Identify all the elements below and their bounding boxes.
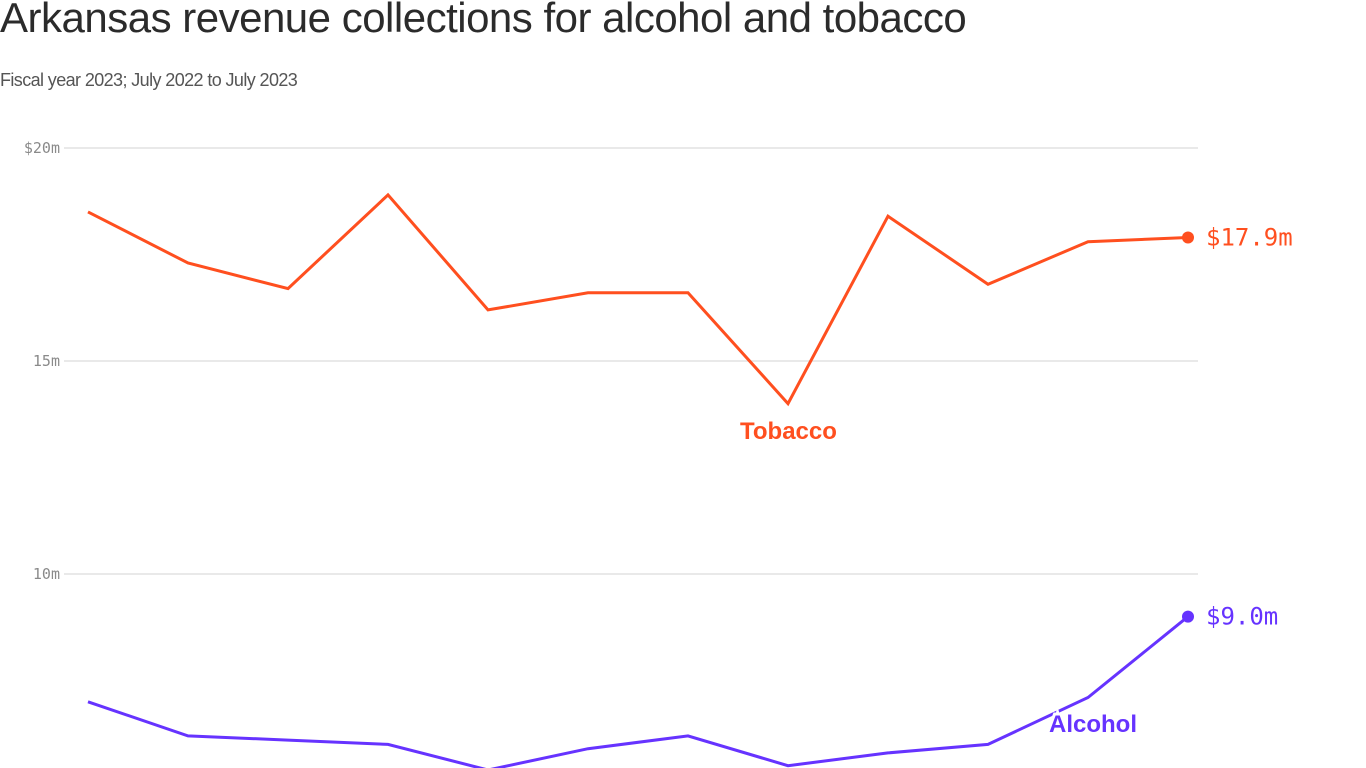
alcohol-end-value: $9.0m [1206, 603, 1278, 631]
gridlines [64, 147, 1198, 575]
y-axis-labels: $20m 15m 10m [24, 139, 60, 583]
chart-title: Arkansas revenue collections for alcohol… [0, 0, 967, 41]
tobacco-end-dot [1182, 231, 1194, 244]
y-tick-label: $20m [24, 139, 60, 157]
y-tick-label: 15m [33, 352, 60, 370]
y-tick-label: 10m [33, 565, 60, 583]
alcohol-line [87, 615, 1189, 768]
tobacco-series-label: Tobacco [740, 418, 837, 445]
alcohol-series-label: Alcohol [1049, 711, 1137, 738]
alcohol-end-dot [1182, 610, 1194, 623]
tobacco-end-value: $17.9m [1206, 223, 1293, 251]
chart-subtitle: Fiscal year 2023; July 2022 to July 2023 [0, 70, 298, 90]
tobacco-line [87, 192, 1189, 407]
